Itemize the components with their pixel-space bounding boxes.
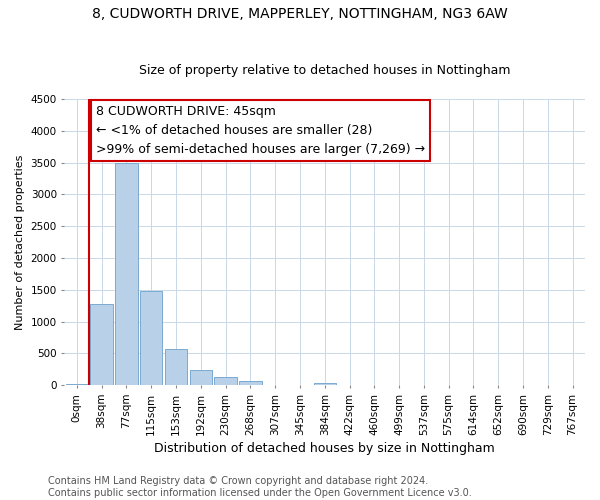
Bar — [91, 304, 113, 386]
Text: 8, CUDWORTH DRIVE, MAPPERLEY, NOTTINGHAM, NG3 6AW: 8, CUDWORTH DRIVE, MAPPERLEY, NOTTINGHAM… — [92, 8, 508, 22]
Bar — [65, 384, 88, 386]
Title: Size of property relative to detached houses in Nottingham: Size of property relative to detached ho… — [139, 64, 511, 77]
Bar — [165, 348, 187, 386]
Bar — [140, 292, 163, 386]
Bar — [214, 376, 237, 386]
Text: 8 CUDWORTH DRIVE: 45sqm
← <1% of detached houses are smaller (28)
>99% of semi-d: 8 CUDWORTH DRIVE: 45sqm ← <1% of detache… — [95, 104, 425, 156]
Text: Contains HM Land Registry data © Crown copyright and database right 2024.
Contai: Contains HM Land Registry data © Crown c… — [48, 476, 472, 498]
Bar — [190, 370, 212, 386]
Bar — [314, 383, 336, 386]
Y-axis label: Number of detached properties: Number of detached properties — [15, 154, 25, 330]
X-axis label: Distribution of detached houses by size in Nottingham: Distribution of detached houses by size … — [154, 442, 495, 455]
Bar — [115, 162, 137, 386]
Bar — [239, 380, 262, 386]
